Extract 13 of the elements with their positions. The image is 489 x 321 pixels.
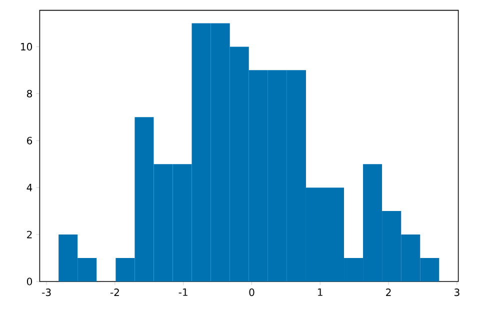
x-tick-label: 0 [249, 288, 254, 296]
x-tick-label: -2 [110, 288, 119, 296]
x-tick-label: -3 [42, 288, 51, 296]
x-tick-label: -1 [178, 288, 188, 296]
y-tick-label: 0 [26, 278, 32, 286]
y-tick-label: 10 [21, 42, 32, 50]
y-tick-label: 4 [26, 184, 32, 192]
x-tick-label: 2 [386, 288, 391, 296]
x-tick-label: 3 [454, 288, 460, 296]
y-tick-label: 2 [27, 230, 32, 238]
y-tick-label: 8 [26, 90, 32, 98]
y-tick-label: 6 [27, 136, 32, 144]
x-tick-label: 1 [318, 288, 322, 296]
